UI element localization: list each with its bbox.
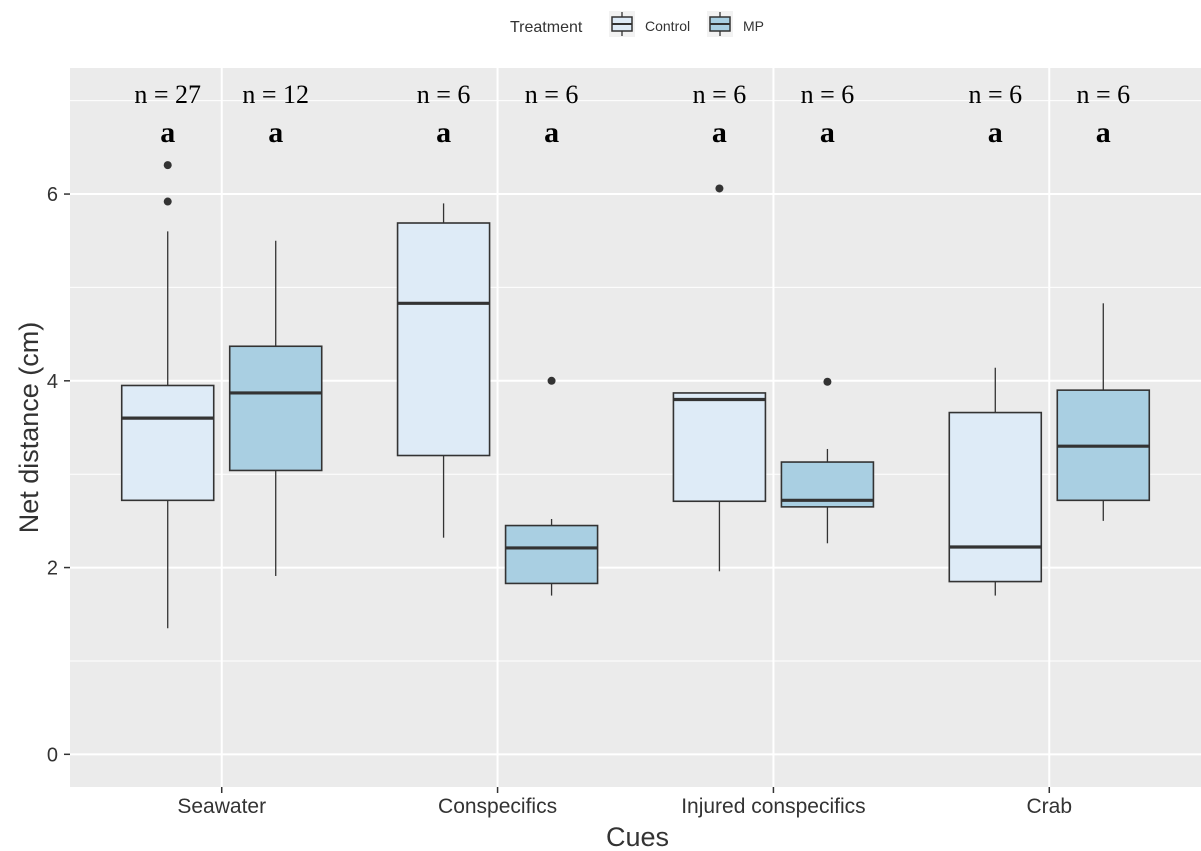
outlier-point <box>547 376 556 385</box>
significance-letter: a <box>712 116 727 149</box>
x-axis-title: Cues <box>606 822 669 851</box>
sample-size-label: n = 6 <box>1076 80 1130 109</box>
x-axis: Seawater Conspecifics Injured conspecifics… <box>177 787 1072 818</box>
significance-letter: a <box>160 116 175 149</box>
sample-size-label: n = 6 <box>693 80 747 109</box>
box-mp-conspecifics <box>504 376 599 596</box>
sample-size-label: n = 6 <box>525 80 579 109</box>
outlier-point <box>715 184 724 193</box>
sample-size-label: n = 27 <box>134 80 201 109</box>
sample-size-label: n = 6 <box>417 80 471 109</box>
iqr-box <box>948 411 1043 583</box>
significance-letter: a <box>268 116 283 149</box>
sample-size-label: n = 6 <box>801 80 855 109</box>
box-control-crab <box>948 367 1043 596</box>
iqr-box <box>504 524 599 585</box>
x-tick-label: Crab <box>1027 795 1073 818</box>
box-series <box>120 161 1151 629</box>
legend-title: Treatment <box>510 19 583 36</box>
grid-lines <box>70 68 1201 787</box>
significance-letter: a <box>1096 116 1111 149</box>
significance-letter: a <box>436 116 451 149</box>
legend-entry-label: MP <box>743 18 764 34</box>
box-control-conspecifics <box>396 203 491 538</box>
box-mp-injured-conspecifics <box>780 377 875 544</box>
iqr-box <box>396 222 491 457</box>
sample-size-label: n = 12 <box>242 80 309 109</box>
box-mp-crab <box>1056 303 1151 521</box>
iqr-box <box>228 345 323 472</box>
iqr-box <box>672 392 767 503</box>
legend-key-control <box>609 11 635 37</box>
outlier-point <box>823 377 832 386</box>
legend: Treatment Control MP <box>510 11 764 37</box>
y-axis: 0 2 4 6 <box>47 184 70 766</box>
significance-letter: a <box>820 116 835 149</box>
x-tick-label: Injured conspecifics <box>681 795 865 818</box>
iqr-box <box>120 384 215 502</box>
box-mp-seawater <box>228 240 323 576</box>
y-tick-label: 2 <box>47 558 58 580</box>
x-tick-label: Seawater <box>177 795 266 818</box>
y-axis-title: Net distance (cm) <box>14 322 44 534</box>
box-control-injured-conspecifics <box>672 184 767 572</box>
significance-letter: a <box>988 116 1003 149</box>
outlier-point <box>163 197 172 206</box>
outlier-point <box>163 161 172 170</box>
y-tick-label: 4 <box>47 371 58 393</box>
legend-entry-label: Control <box>645 18 690 34</box>
x-tick-label: Conspecifics <box>438 795 557 818</box>
sample-size-label: n = 6 <box>968 80 1022 109</box>
legend-key-mp <box>707 11 733 37</box>
annotations: n = 27 a n = 6 a n = 6 a n = 6 a n = 12 a n = 6 a n … <box>134 80 1130 149</box>
y-tick-label: 0 <box>47 744 58 766</box>
box-control-seawater <box>120 161 215 629</box>
significance-letter: a <box>544 116 559 149</box>
y-tick-label: 6 <box>47 184 58 206</box>
